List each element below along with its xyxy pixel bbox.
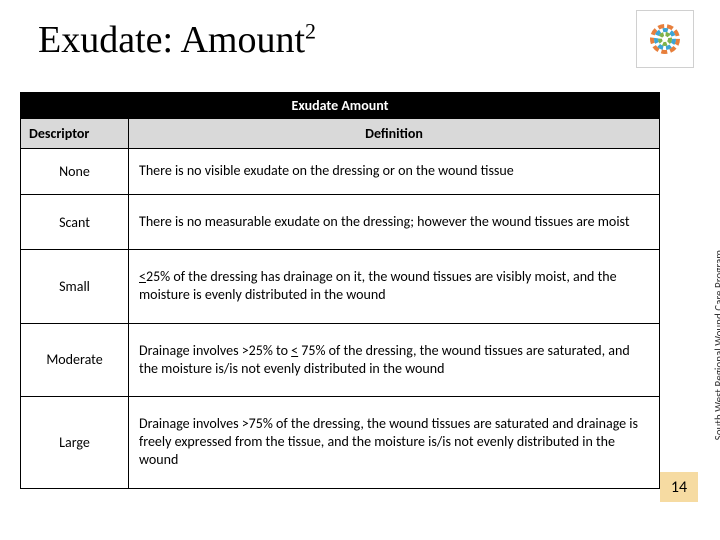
title-superscript: 2 (305, 18, 316, 43)
page-number-badge: 14 (660, 472, 698, 502)
cell-descriptor: Small (21, 250, 129, 323)
table-row: Large Drainage involves >75% of the dres… (21, 396, 660, 488)
exudate-table: Exudate Amount Descriptor Definition Non… (20, 92, 660, 489)
program-logo (636, 10, 694, 68)
cell-definition: Drainage involves >25% to < 75% of the d… (129, 323, 660, 396)
side-program-label: South West Regional Wound Care Program (712, 250, 720, 440)
cell-descriptor: Moderate (21, 323, 129, 396)
table-row: Small <25% of the dressing has drainage … (21, 250, 660, 323)
table-row: None There is no visible exudate on the … (21, 149, 660, 195)
cell-definition: There is no visible exudate on the dress… (129, 149, 660, 195)
title-text: Exudate: Amount (38, 19, 305, 61)
table-row: Moderate Drainage involves >25% to < 75%… (21, 323, 660, 396)
cell-definition: There is no measurable exudate on the dr… (129, 195, 660, 250)
cell-definition: Drainage involves >75% of the dressing, … (129, 396, 660, 488)
table-row: Scant There is no measurable exudate on … (21, 195, 660, 250)
page-number: 14 (671, 478, 687, 497)
cell-definition: <25% of the dressing has drainage on it,… (129, 250, 660, 323)
slide-title: Exudate: Amount2 (38, 18, 316, 62)
exudate-table-container: Exudate Amount Descriptor Definition Non… (20, 92, 660, 489)
col-header-definition: Definition (129, 119, 660, 149)
table-header-main: Exudate Amount (21, 93, 660, 119)
cell-descriptor: Large (21, 396, 129, 488)
cell-descriptor: Scant (21, 195, 129, 250)
cell-descriptor: None (21, 149, 129, 195)
col-header-descriptor: Descriptor (21, 119, 129, 149)
